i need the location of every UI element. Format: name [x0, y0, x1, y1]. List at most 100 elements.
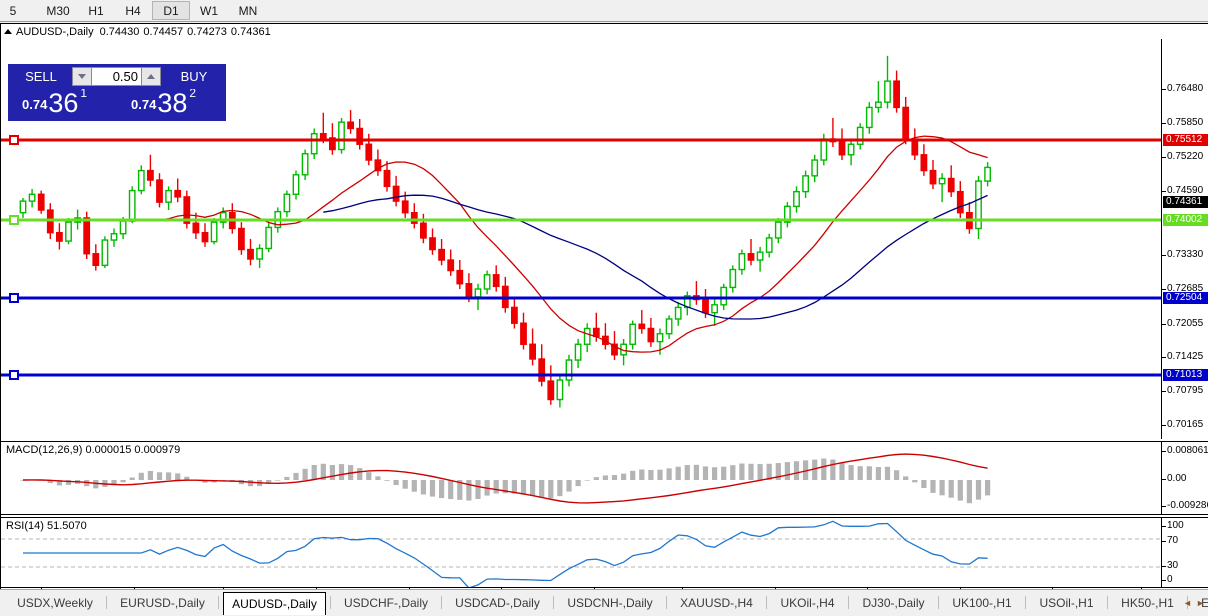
chart-window: AUDUSD-,Daily 0.74430 0.74457 0.74273 0.… — [0, 23, 1208, 611]
symbol-tab-eu[interactable]: EU — [1201, 595, 1208, 610]
rsi-axis-tick — [1162, 526, 1166, 527]
chart-symbol-label: AUDUSD-,Daily — [16, 25, 94, 38]
timeframe-button-d1[interactable]: D1 — [152, 1, 190, 20]
buy-price-fraction: 2 — [189, 89, 197, 100]
chart-header: AUDUSD-,Daily 0.74430 0.74457 0.74273 0.… — [0, 24, 1208, 39]
timeframe-button-5[interactable]: 5 — [9, 3, 17, 18]
symbol-tab-hk50-h1[interactable]: HK50-,H1 — [1121, 595, 1174, 610]
price-scale-axis[interactable]: 0.76480 0.75850 0.75220 0.74590 0.73330 0.726… — [1161, 39, 1208, 454]
rsi-label: RSI(14) 51.5070 — [6, 520, 87, 532]
buy-price-prefix: 0.74 — [131, 97, 157, 112]
symbol-tab-audusd-daily[interactable]: AUDUSD-,Daily — [223, 592, 326, 615]
timeframe-button-h1[interactable]: H1 — [88, 3, 104, 18]
volume-input[interactable]: 0.50 — [92, 67, 141, 86]
rsi-axis-label: 30 — [1167, 560, 1179, 571]
macd-plot — [20, 453, 991, 504]
tab-divider — [848, 596, 849, 609]
timeframe-button-h4[interactable]: H4 — [125, 3, 141, 18]
price-axis-tick — [1162, 289, 1166, 290]
price-axis-label: 0.74590 — [1167, 185, 1204, 196]
tab-divider — [553, 596, 554, 609]
sell-button[interactable]: 0.74 36 1 — [12, 89, 116, 121]
price-axis-label: 0.72685 — [1167, 283, 1204, 294]
one-click-trading-panel: SELL 0.50 BUY 0.74 36 1 0.74 38 2 — [8, 64, 226, 121]
buy-price-big: 38 — [157, 89, 188, 118]
tab-divider — [1187, 596, 1188, 609]
volume-increment-icon[interactable] — [141, 67, 161, 86]
macd-label: MACD(12,26,9) 0.000015 0.000979 — [6, 444, 181, 456]
symbol-tab-usdcnh-daily[interactable]: USDCNH-,Daily — [567, 595, 653, 610]
symbol-tab-eurusd-daily[interactable]: EURUSD-,Daily — [120, 595, 205, 610]
timeframe-button-mn[interactable]: MN — [238, 3, 258, 18]
macd-axis-label: 0.008061 — [1167, 445, 1208, 456]
symbol-tab-usdx-weekly[interactable]: USDX,Weekly — [17, 595, 93, 610]
timeframe-button-w1[interactable]: W1 — [200, 3, 218, 18]
tab-divider — [666, 596, 667, 609]
chart-left-border — [0, 24, 1, 589]
symbol-tab-usdcad-daily[interactable]: USDCAD-,Daily — [455, 595, 540, 610]
sell-price-big: 36 — [48, 89, 79, 118]
rsi-axis-label: 0 — [1167, 574, 1173, 585]
buy-button[interactable]: 0.74 38 2 — [121, 89, 225, 121]
candlestick-plot — [1, 55, 1161, 408]
buy-label: BUY — [180, 69, 208, 84]
price-axis-tick — [1162, 324, 1166, 325]
macd-axis-tick — [1162, 506, 1166, 507]
rsi-axis-label: 70 — [1167, 535, 1179, 546]
collapse-triangle-icon[interactable] — [4, 29, 12, 34]
ohlc-close: 0.74361 — [230, 25, 271, 38]
price-axis-chip: 0.74361 — [1163, 196, 1208, 208]
sell-price-prefix: 0.74 — [22, 97, 48, 112]
one-click-trading-header: SELL 0.50 BUY — [9, 65, 227, 88]
price-axis-label: 0.76480 — [1167, 83, 1204, 94]
tab-scroll-left-icon[interactable]: ◄ — [1183, 597, 1192, 608]
timeframe-button-m30[interactable]: M30 — [46, 3, 70, 18]
price-axis-chip: 0.75512 — [1163, 134, 1208, 146]
tab-divider — [106, 596, 107, 609]
tab-divider — [766, 596, 767, 609]
price-axis-chip: 0.71013 — [1163, 369, 1208, 381]
price-axis-label: 0.75220 — [1167, 151, 1204, 162]
tab-divider — [1025, 596, 1026, 609]
tab-divider — [330, 596, 331, 609]
sell-label: SELL — [25, 69, 57, 84]
rsi-plot — [1, 520, 1161, 587]
rsi-pane[interactable]: RSI(14) 51.5070 — [1, 517, 1161, 587]
price-axis-tick — [1162, 89, 1166, 90]
symbol-tab-uk100-h1[interactable]: UK100-,H1 — [952, 595, 1012, 610]
rsi-scale-axis: 100 70 30 0 — [1161, 517, 1208, 587]
sell-price-fraction: 1 — [80, 89, 88, 100]
symbol-tab-xauusd-h4[interactable]: XAUUSD-,H4 — [680, 595, 753, 610]
price-axis-label: 0.75850 — [1167, 117, 1204, 128]
macd-axis-label: -0.009286 — [1167, 500, 1208, 511]
volume-decrement-icon[interactable] — [72, 67, 92, 86]
price-axis-tick — [1162, 123, 1166, 124]
macd-axis-tick — [1162, 451, 1166, 452]
symbol-tab-ukoil-h4[interactable]: UKOil-,H4 — [780, 595, 835, 610]
symbol-tab-usdchf-daily[interactable]: USDCHF-,Daily — [344, 595, 428, 610]
price-axis-chip: 0.72504 — [1163, 292, 1208, 304]
macd-axis-label: 0.00 — [1167, 473, 1187, 484]
tab-scroll-right-icon[interactable]: ► — [1196, 597, 1205, 608]
tab-divider — [938, 596, 939, 609]
price-axis-label: 0.73330 — [1167, 249, 1204, 260]
timeframe-toolbar: 5 M30 H1 H4 D1 W1 MN — [0, 0, 1208, 22]
macd-axis-tick — [1162, 479, 1166, 480]
volume-stepper[interactable]: 0.50 — [71, 66, 163, 87]
symbol-tab-usoil-h1[interactable]: USOil-,H1 — [1039, 595, 1094, 610]
ohlc-low: 0.74273 — [187, 25, 227, 38]
symbol-tab-dj30-daily[interactable]: DJ30-,Daily — [862, 595, 925, 610]
tab-divider — [441, 596, 442, 609]
price-axis-tick — [1162, 255, 1166, 256]
tab-divider — [218, 596, 219, 609]
price-axis-tick — [1162, 191, 1166, 192]
rsi-axis-tick — [1162, 541, 1166, 542]
ohlc-open: 0.74430 — [99, 25, 140, 38]
price-axis-tick — [1162, 157, 1166, 158]
macd-pane[interactable]: MACD(12,26,9) 0.000015 0.000979 — [1, 441, 1161, 515]
symbol-tab-bar: USDX,Weekly EURUSD-,Daily AUDUSD-,Daily USD… — [0, 589, 1208, 616]
tab-divider — [1107, 596, 1108, 609]
rsi-axis-label: 100 — [1167, 520, 1184, 531]
price-axis-tick — [1162, 425, 1166, 426]
